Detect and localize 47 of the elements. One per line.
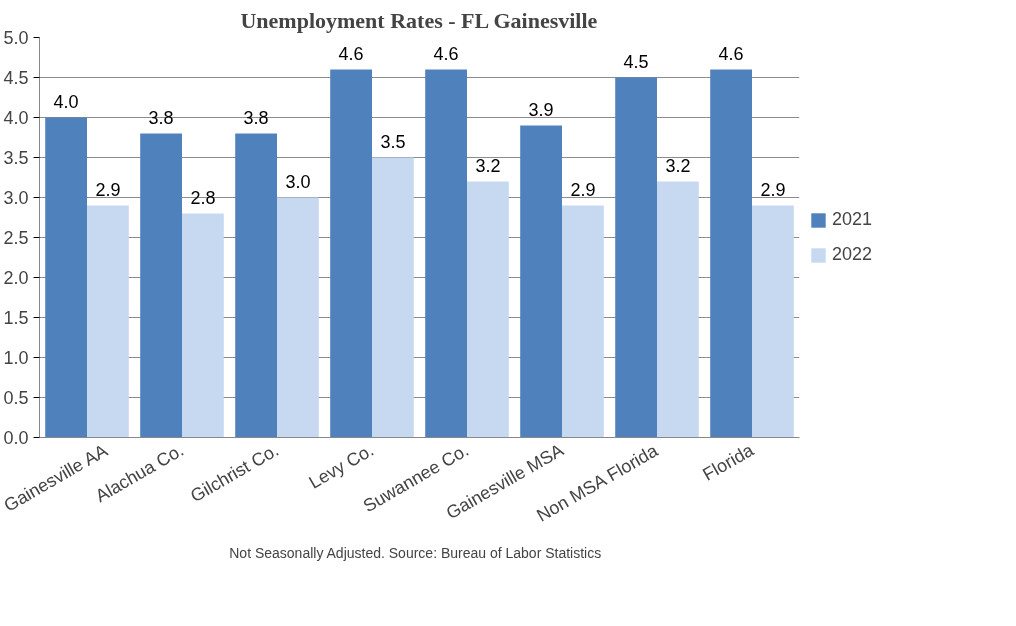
bar	[277, 197, 319, 438]
bar	[615, 77, 657, 438]
data-label: 2.9	[570, 179, 596, 200]
bar	[235, 133, 277, 438]
bar	[182, 213, 224, 438]
y-tick-label: 4.5	[3, 68, 29, 88]
y-tick-label: 3.0	[3, 188, 29, 208]
y-tick-label: 2.0	[3, 268, 29, 288]
data-label: 3.2	[475, 155, 501, 176]
data-label: 4.6	[338, 43, 364, 64]
bar	[372, 157, 414, 438]
data-label: 3.8	[243, 107, 269, 128]
chart-title: Unemployment Rates - FL Gainesville	[240, 7, 598, 33]
data-label: 4.6	[433, 43, 459, 64]
y-tick-label: 1.0	[3, 348, 29, 368]
text: Not Seasonally Adjusted. Source: Bureau of Labor Statistics	[229, 544, 602, 561]
y-tick-label: 0.0	[3, 428, 29, 448]
data-label: 3.8	[148, 107, 174, 128]
data-label: 3.0	[285, 171, 311, 192]
bar	[330, 69, 372, 438]
bar	[140, 133, 182, 438]
data-label: 4.0	[53, 91, 79, 112]
bar	[520, 125, 562, 438]
legend-label: 2022	[832, 244, 873, 265]
data-label: 2.9	[760, 179, 786, 200]
y-tick-label: 5.0	[3, 28, 29, 48]
y-tick-label: 1.5	[3, 308, 29, 328]
legend-label: 2021	[832, 209, 873, 230]
bar	[657, 181, 699, 438]
y-tick-label: 2.5	[3, 228, 29, 248]
bar	[752, 205, 794, 438]
data-label: 3.9	[528, 99, 554, 120]
y-tick-label: 4.0	[3, 108, 29, 128]
y-tick-label: 0.5	[3, 388, 29, 408]
bar	[45, 117, 87, 438]
bar	[467, 181, 509, 438]
bar	[425, 69, 467, 438]
data-label: 3.5	[380, 131, 406, 152]
bar	[87, 205, 129, 438]
data-label: 2.8	[190, 187, 216, 208]
data-label: 3.2	[665, 155, 691, 176]
data-label: 2.9	[95, 179, 121, 200]
bar	[710, 69, 752, 438]
data-label: 4.5	[623, 51, 649, 72]
data-label: 4.6	[718, 43, 744, 64]
y-tick-label: 3.5	[3, 148, 29, 168]
bar	[562, 205, 604, 438]
